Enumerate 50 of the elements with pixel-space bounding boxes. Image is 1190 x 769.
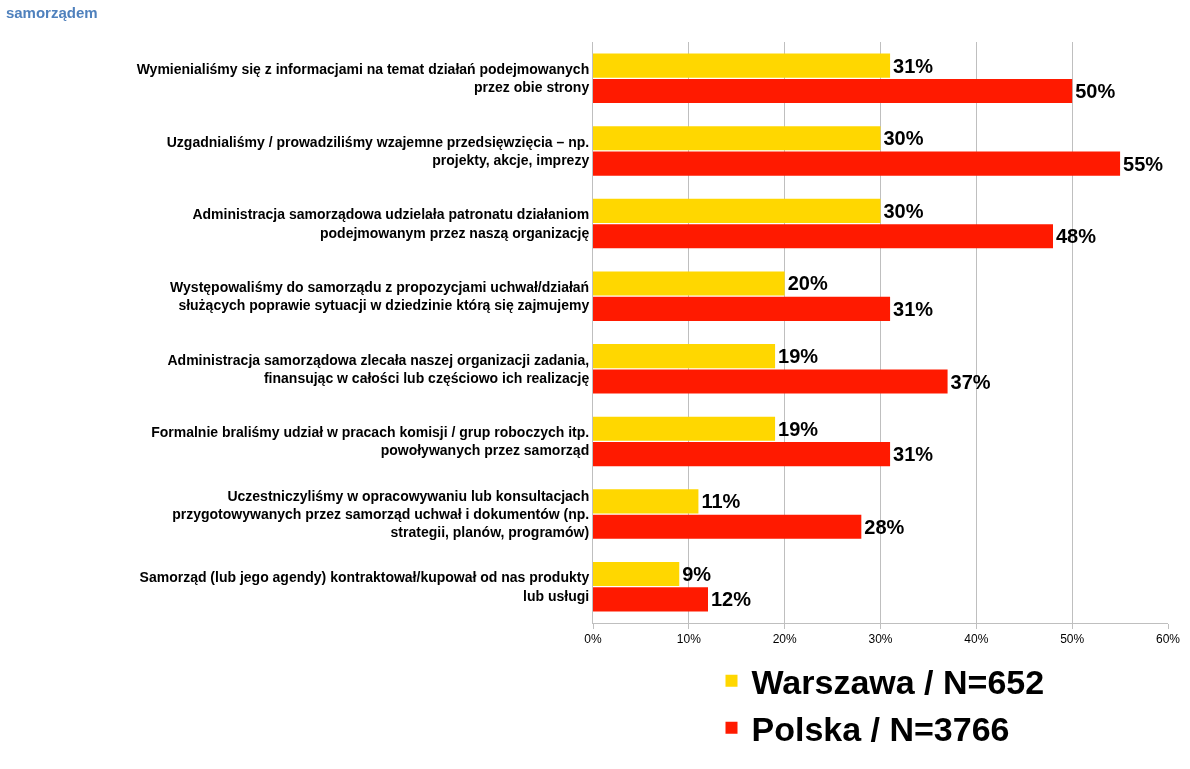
data-label: 50%	[1075, 80, 1116, 103]
data-label: 12%	[711, 588, 752, 611]
bar	[593, 78, 1073, 104]
data-label: 37%	[950, 370, 991, 393]
bar	[593, 126, 881, 151]
data-label: 20%	[787, 272, 828, 295]
bar	[593, 198, 881, 223]
bar	[593, 271, 785, 296]
bar	[593, 151, 1121, 176]
y-tick-label: Formalnie braliśmy udział w pracach komisji / grup roboczych itp. powoływanych przez samorząd	[151, 424, 590, 459]
bar	[593, 587, 708, 612]
x-tick-label: 10%	[676, 632, 702, 647]
data-label: 9%	[682, 562, 712, 585]
data-label: 11%	[701, 490, 741, 513]
data-label: 31%	[893, 54, 934, 77]
data-label: 55%	[1123, 152, 1164, 175]
bar	[593, 344, 776, 369]
y-tick-label: Samorząd (lub jego agendy) kontraktował/kupował od nas produkty lub usługi	[139, 569, 590, 604]
data-label: 31%	[893, 443, 934, 466]
data-label: 19%	[778, 345, 819, 368]
x-tick-label: 20%	[772, 632, 797, 647]
bar	[593, 369, 948, 394]
bar	[593, 442, 891, 467]
bar	[593, 53, 891, 78]
legend-label: Polska / N=3766	[751, 710, 1010, 749]
x-tick-label: 0%	[584, 632, 602, 647]
y-tick-label: Występowaliśmy do samorządu z propozycjami uchwał/działań służących poprawie sytuacji w dziedzinie którą się zajmujemy	[170, 278, 590, 314]
y-tick-label: Uzgadnialiśmy / prowadziliśmy wzajemne przedsięwzięcia – np. projekty, akcje, imprezy	[166, 133, 590, 168]
bar	[593, 561, 680, 587]
y-tick-label: Administracja samorządowa udzielała patronatu działaniom podejmowanym przez naszą organizację	[192, 206, 590, 241]
data-label: 48%	[1056, 225, 1097, 248]
legend-label: Warszawa / N=652	[751, 662, 1045, 701]
x-tick-label: 30%	[868, 632, 893, 647]
data-label: 28%	[864, 515, 905, 538]
x-tick-label: 40%	[964, 632, 989, 647]
bar	[593, 489, 699, 514]
y-tick-label: Administracja samorządowa zlecała naszej organizacji zadania, finansując w całości lub częściowo ich realizację	[167, 351, 590, 386]
bar	[593, 416, 776, 441]
x-tick-label: 50%	[1060, 632, 1085, 647]
data-label: 30%	[883, 199, 924, 222]
y-tick-label: Wymienialiśmy się z informacjami na temat działań podejmowanych przez obie strony	[136, 61, 590, 96]
x-tick-label: 60%	[1155, 632, 1181, 647]
bar	[593, 514, 862, 539]
text: samorządem	[5, 4, 98, 22]
data-label: 19%	[778, 417, 819, 440]
data-label: 31%	[893, 297, 934, 320]
y-tick-label: Uczestniczyliśmy w opracowywaniu lub konsultacjach przygotowywanych przez samorząd uchwał i dokumentów (np. strategii, planów, programów)	[172, 487, 590, 541]
bar	[593, 296, 891, 321]
bar	[593, 224, 1053, 249]
data-label: 30%	[883, 127, 924, 150]
